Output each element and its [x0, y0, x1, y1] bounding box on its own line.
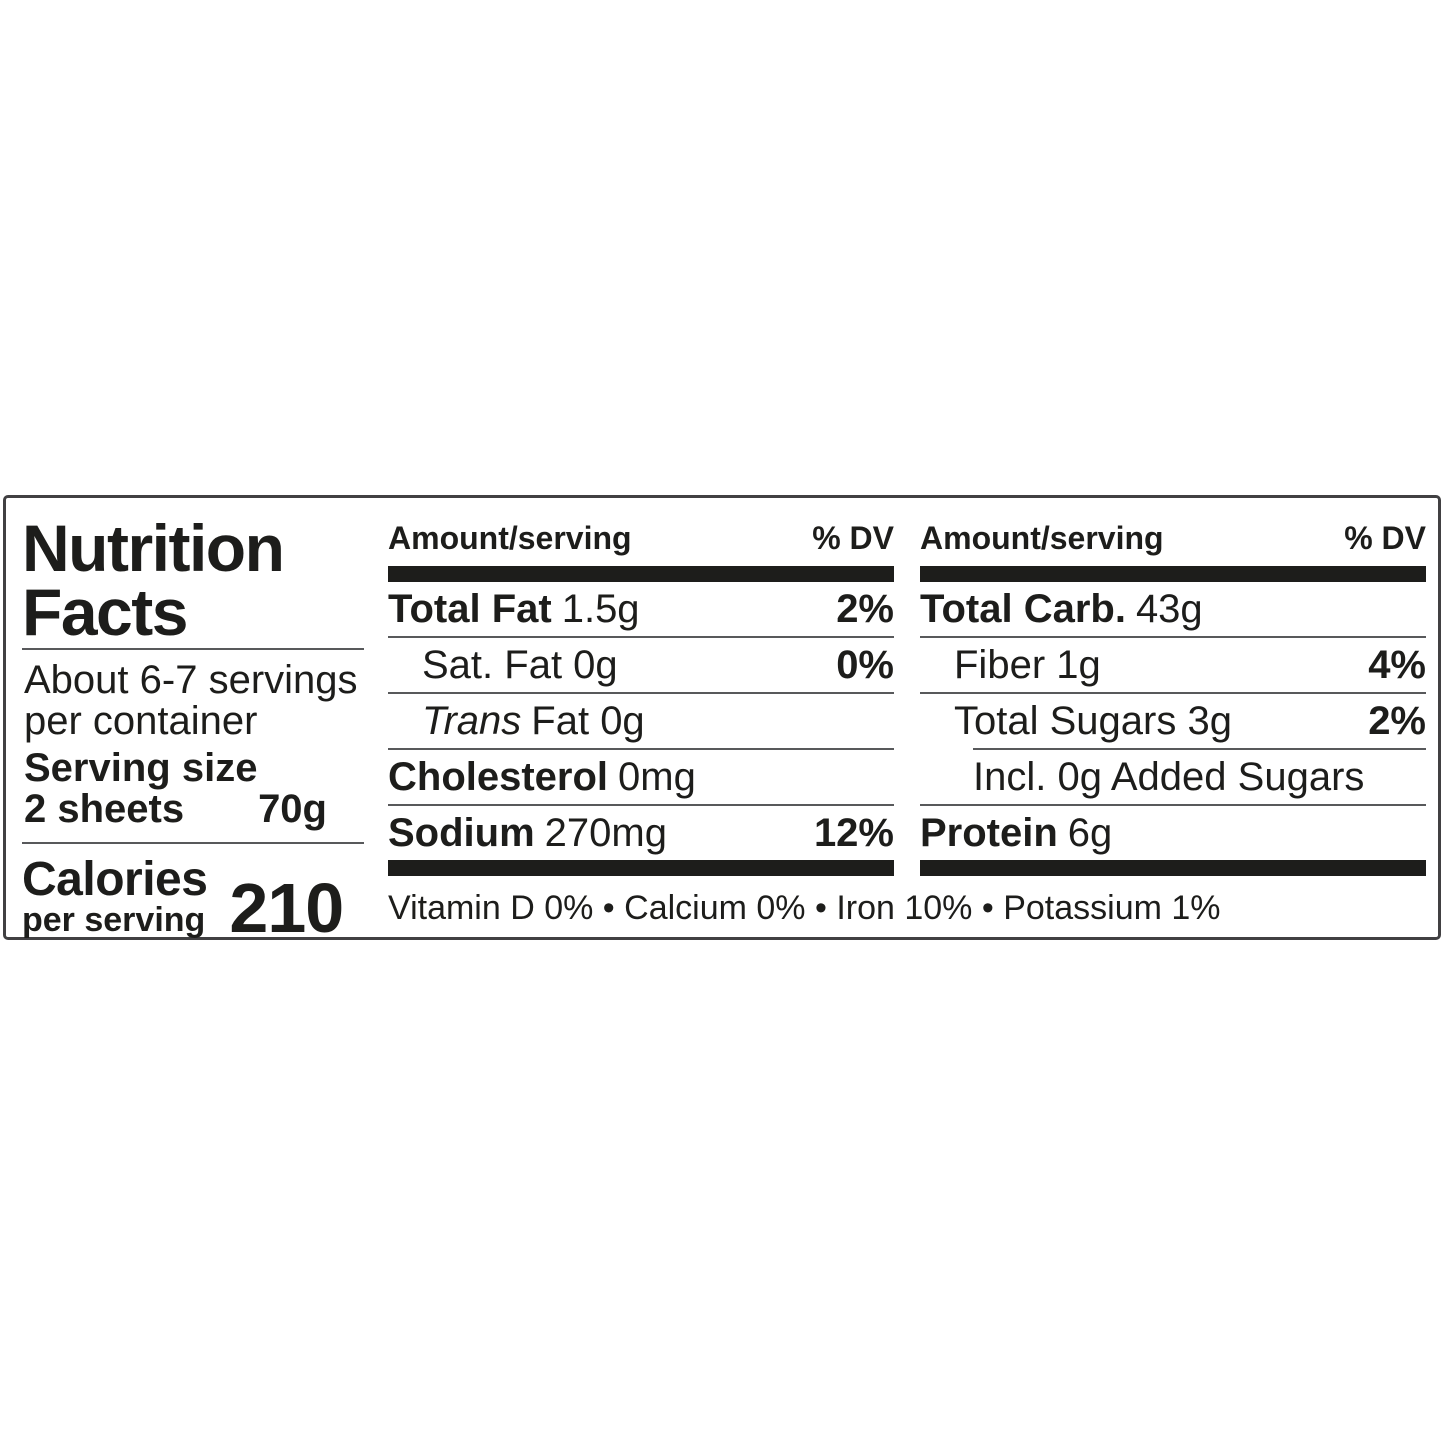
servings-line-1: About 6-7 servings	[24, 658, 358, 702]
fiber-dv: 4%	[1368, 643, 1426, 687]
servings-line-2: per container	[24, 699, 258, 743]
row-sodium: Sodium 270mg 12%	[388, 806, 894, 860]
header-percent-dv: % DV	[1344, 520, 1426, 556]
row-added-sugars: Incl. 0g Added Sugars	[920, 750, 1426, 804]
nutrient-column-fats: Amount/serving % DV Total Fat 1.5g 2% Sat…	[388, 498, 894, 876]
sodium-dv: 12%	[813, 811, 894, 855]
facts-columns: Amount/serving % DV Total Fat 1.5g 2% Sat…	[388, 498, 1426, 876]
added-sugars-text: Incl. 0g Added Sugars	[973, 755, 1365, 799]
calories-label: Calories	[22, 853, 208, 906]
sat-fat-dv: 0%	[836, 643, 894, 687]
fiber-text: Fiber 1g	[954, 643, 1101, 687]
thick-bar-top	[920, 566, 1426, 582]
total-sugars-dv: 2%	[1368, 699, 1426, 743]
separator-indented	[973, 748, 1426, 750]
vitamins-footer: Vitamin D 0% • Calcium 0% • Iron 10% • P…	[388, 889, 1221, 927]
total-fat-name: Total Fat	[388, 587, 552, 631]
calories-sublabel: per serving	[22, 901, 206, 939]
separator	[388, 804, 894, 806]
cholesterol-name: Cholesterol	[388, 755, 609, 799]
row-trans-fat: Trans Fat 0g	[388, 694, 894, 748]
total-carb-text: Total Carb. 43g	[920, 589, 1203, 629]
label-left-column: Nutrition Facts About 6-7 servings per c…	[6, 498, 364, 947]
separator	[388, 748, 894, 750]
protein-text: Protein 6g	[920, 813, 1112, 853]
row-total-fat: Total Fat 1.5g 2%	[388, 582, 894, 636]
total-carb-name: Total Carb.	[920, 587, 1126, 631]
row-cholesterol: Cholesterol 0mg	[388, 750, 894, 804]
sat-fat-text: Sat. Fat 0g	[422, 643, 618, 687]
facts-area: Amount/serving % DV Total Fat 1.5g 2% Sat…	[388, 498, 1438, 937]
title-line-2: Facts	[22, 575, 188, 649]
total-fat-text: Total Fat 1.5g	[388, 589, 640, 629]
nutrition-facts-title: Nutrition Facts	[22, 511, 364, 649]
calories-value: 210	[229, 869, 344, 947]
thick-bar-top	[388, 566, 894, 582]
calories-labels: Calories per serving	[22, 853, 208, 939]
thick-bar-bottom	[388, 860, 894, 876]
cholesterol-text: Cholesterol 0mg	[388, 757, 696, 797]
left-divider-bottom	[22, 842, 364, 844]
header-percent-dv: % DV	[812, 520, 894, 556]
row-total-sugars: Total Sugars 3g 2%	[920, 694, 1426, 748]
sodium-value: 270mg	[544, 811, 667, 855]
nutrition-facts-label: Nutrition Facts About 6-7 servings per c…	[3, 495, 1441, 947]
total-fat-value: 1.5g	[561, 587, 640, 631]
row-fiber: Fiber 1g 4%	[920, 638, 1426, 692]
calories-row: Calories per serving 210	[22, 853, 364, 947]
separator	[388, 636, 894, 638]
trans-fat-italic: Trans	[422, 699, 522, 743]
total-carb-value: 43g	[1135, 587, 1203, 631]
protein-name: Protein	[920, 811, 1058, 855]
trans-fat-text: Trans Fat 0g	[422, 701, 645, 741]
nutrient-column-carbs: Amount/serving % DV Total Carb. 43g Fiber…	[920, 498, 1426, 876]
sodium-name: Sodium	[388, 811, 535, 855]
serving-size: Serving size 2 sheets 70g	[24, 748, 364, 830]
total-sugars-text: Total Sugars 3g	[954, 699, 1232, 743]
total-fat-dv: 2%	[836, 587, 894, 631]
separator	[920, 692, 1426, 694]
serving-size-value-row: 2 sheets 70g	[24, 789, 327, 830]
row-sat-fat: Sat. Fat 0g 0%	[388, 638, 894, 692]
trans-fat-rest: Fat 0g	[531, 699, 645, 743]
title-line-1: Nutrition	[22, 511, 285, 585]
header-amount-serving: Amount/serving	[920, 520, 1164, 556]
row-total-carb: Total Carb. 43g	[920, 582, 1426, 636]
serving-size-quantity: 2 sheets	[24, 787, 185, 831]
serving-size-weight: 70g	[258, 787, 327, 831]
servings-per-container: About 6-7 servings per container	[24, 660, 364, 742]
separator	[920, 636, 1426, 638]
row-protein: Protein 6g	[920, 806, 1426, 860]
sodium-text: Sodium 270mg	[388, 813, 667, 853]
serving-size-label: Serving size	[24, 746, 258, 790]
header-amount-serving: Amount/serving	[388, 520, 632, 556]
thick-bar-bottom	[920, 860, 1426, 876]
column-header: Amount/serving % DV	[388, 498, 894, 566]
left-divider-top	[22, 648, 364, 650]
separator	[388, 692, 894, 694]
cholesterol-value: 0mg	[618, 755, 696, 799]
column-header: Amount/serving % DV	[920, 498, 1426, 566]
protein-value: 6g	[1067, 811, 1113, 855]
separator	[920, 804, 1426, 806]
